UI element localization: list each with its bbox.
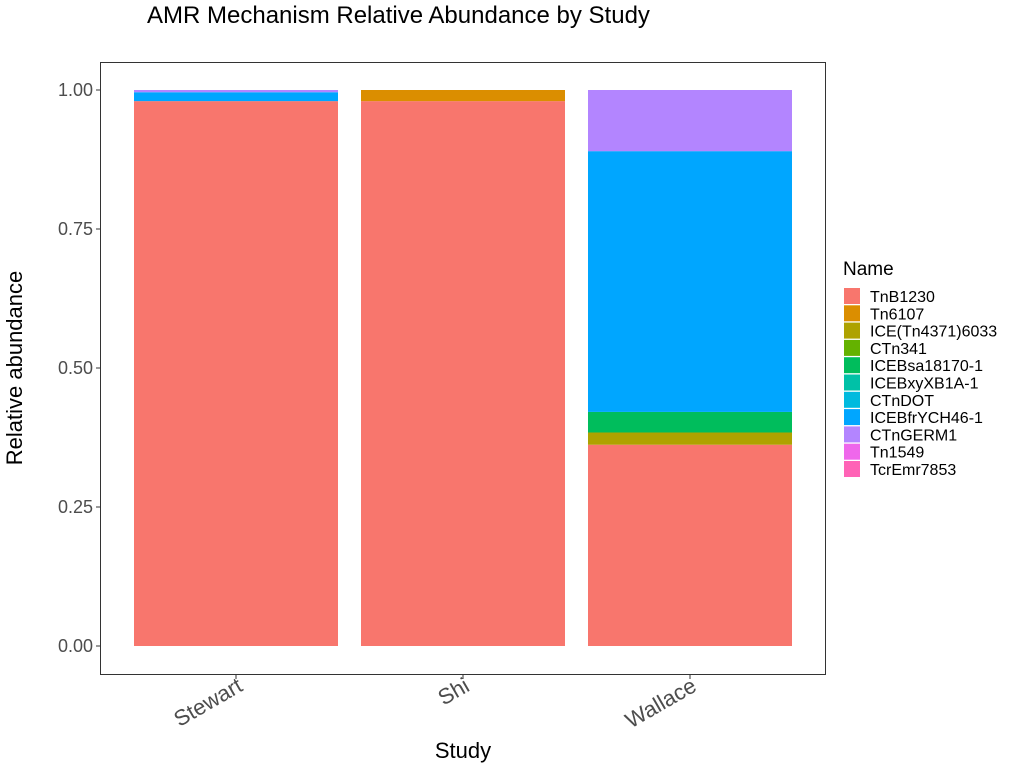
x-tick-label-stewart: Stewart — [169, 673, 246, 732]
bar-segment-wallace-2 — [588, 432, 792, 445]
legend-label-0: TnB1230 — [870, 289, 935, 306]
legend-label-5: ICEBxyXB1A-1 — [870, 376, 979, 393]
legend-swatch-6 — [844, 391, 860, 408]
x-tick-label-wallace: Wallace — [621, 673, 701, 733]
legend-label-2: ICE(Tn4371)6033 — [870, 324, 997, 341]
bars-layer — [134, 90, 792, 647]
legend: Name TnB1230Tn6107ICE(Tn4371)6033CTn341I… — [843, 259, 997, 479]
bar-segment-shi-1 — [361, 90, 565, 102]
legend-swatch-7 — [844, 409, 860, 426]
bar-segment-wallace-0 — [588, 444, 792, 646]
legend-label-7: ICEBfrYCH46-1 — [870, 410, 983, 427]
legend-swatch-2 — [844, 322, 860, 339]
legend-label-8: CTnGERM1 — [870, 427, 957, 444]
legend-label-9: Tn1549 — [870, 445, 924, 462]
legend-swatch-5 — [844, 374, 860, 391]
y-tick-label: 0.75 — [58, 219, 93, 239]
bar-segment-stewart-7 — [134, 92, 338, 102]
legend-swatch-8 — [844, 426, 860, 443]
x-axis-title: Study — [435, 738, 491, 763]
legend-swatch-3 — [844, 339, 860, 356]
legend-label-3: CTn341 — [870, 341, 927, 358]
legend-swatch-1 — [844, 305, 860, 322]
y-tick-label: 1.00 — [58, 80, 93, 100]
chart-title: AMR Mechanism Relative Abundance by Stud… — [147, 2, 650, 29]
bar-segment-shi-0 — [361, 101, 565, 647]
y-tick-label: 0.00 — [58, 636, 93, 656]
bar-segment-wallace-4 — [588, 411, 792, 433]
legend-swatch-0 — [844, 288, 860, 304]
x-tick-label-shi: Shi — [433, 673, 473, 711]
legend-title: Name — [843, 259, 894, 280]
legend-swatch-4 — [844, 357, 860, 374]
legend-label-6: CTnDOT — [870, 393, 934, 410]
bar-segment-wallace-8 — [588, 90, 792, 152]
legend-label-1: Tn6107 — [870, 306, 924, 323]
legend-label-4: ICEBsa18170-1 — [870, 358, 983, 375]
y-tick-label: 0.25 — [58, 497, 93, 517]
y-tick-label: 0.50 — [58, 358, 93, 378]
legend-swatch-10 — [844, 461, 860, 477]
bar-segment-wallace-7 — [588, 151, 792, 412]
y-axis-title: Relative abundance — [2, 271, 27, 465]
y-axis: 0.00 0.25 0.50 0.75 1.00 — [58, 80, 100, 656]
bar-segment-stewart-0 — [134, 101, 338, 647]
bar-segment-stewart-8 — [134, 90, 338, 93]
x-axis: Stewart Shi Wallace — [169, 673, 700, 733]
legend-label-10: TcrEmr7853 — [870, 462, 956, 479]
legend-swatch-9 — [844, 443, 860, 460]
